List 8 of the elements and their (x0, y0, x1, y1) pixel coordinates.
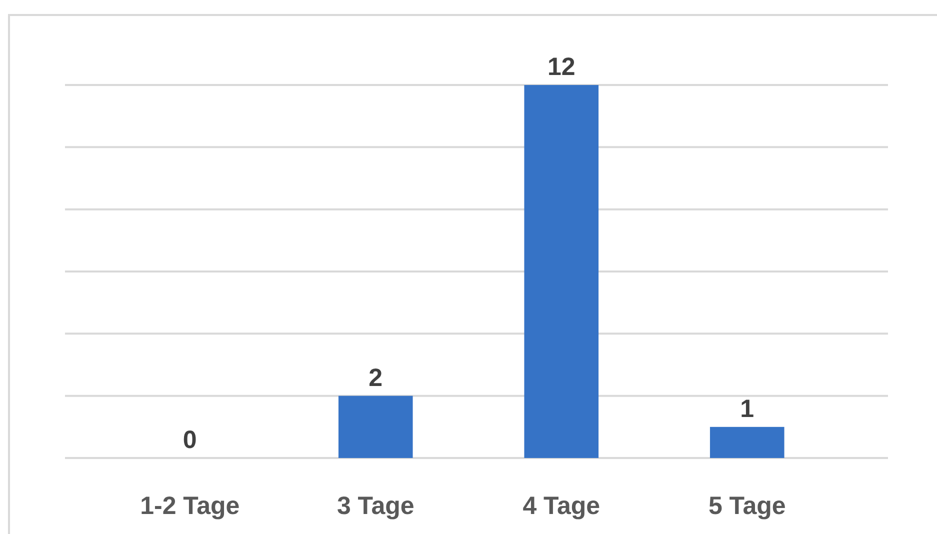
x-tick-label: 4 Tage (522, 492, 600, 520)
x-tick-label: 5 Tage (708, 492, 786, 520)
data-label: 12 (547, 53, 576, 81)
x-tick-label: 3 Tage (336, 492, 414, 520)
data-label: 0 (182, 426, 197, 454)
data-label: 1 (740, 394, 754, 423)
data-label: 2 (368, 364, 383, 392)
x-tick-label: 1-2 Tage (140, 492, 240, 520)
